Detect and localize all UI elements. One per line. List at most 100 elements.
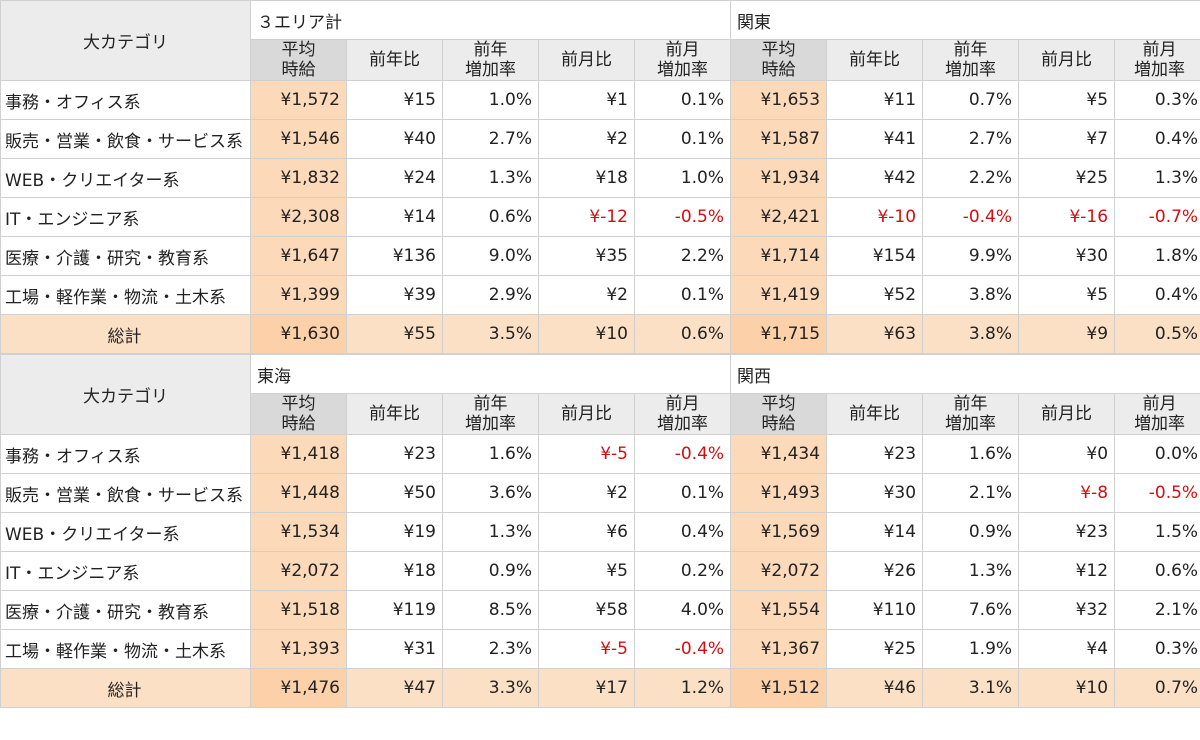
total-value-yoy: ¥63 — [826, 314, 924, 354]
value-cell-yoy: ¥52 — [826, 275, 924, 315]
col-header-avg-left: 平均 時給 — [250, 39, 347, 81]
value-cell-avg: ¥1,399 — [250, 275, 347, 315]
value-cell-yoy_rate: 2.1% — [922, 473, 1020, 513]
value-cell-mom: ¥6 — [538, 512, 635, 552]
value-cell-yoy: ¥14 — [826, 512, 924, 552]
value-cell-mom_rate: 0.4% — [633, 512, 732, 552]
col-header-yoy_rate-left: 前年 増加率 — [442, 393, 539, 435]
total-value-mom: ¥10 — [538, 314, 635, 354]
value-cell-mom: ¥7 — [1018, 119, 1116, 159]
col-header-mom_rate-right: 前月 増加率 — [1114, 39, 1200, 81]
value-cell-yoy_rate: 1.6% — [442, 434, 539, 474]
value-cell-yoy: ¥11 — [826, 80, 924, 120]
col-header-yoy_rate-right: 前年 増加率 — [922, 393, 1020, 435]
value-cell-mom_rate: -0.4% — [633, 629, 732, 669]
value-cell-mom_rate: 0.4% — [1114, 119, 1200, 159]
category-header: 大カテゴリ — [0, 354, 251, 435]
value-cell-avg: ¥1,587 — [730, 119, 828, 159]
value-cell-avg: ¥1,448 — [250, 473, 347, 513]
value-cell-mom: ¥0 — [1018, 434, 1116, 474]
category-cell: WEB・クリエイター系 — [0, 158, 251, 198]
value-cell-avg: ¥1,653 — [730, 80, 828, 120]
value-cell-mom_rate: 0.6% — [1114, 551, 1200, 591]
col-header-line: 増加率 — [1134, 414, 1186, 434]
col-header-line: 前月 — [1142, 394, 1177, 415]
region-label-right: 関西 — [730, 354, 1200, 394]
total-label: 総計 — [0, 314, 251, 354]
col-header-yoy-left: 前年比 — [346, 39, 443, 81]
category-cell: 医療・介護・研究・教育系 — [0, 590, 251, 630]
value-cell-yoy_rate: 1.3% — [922, 551, 1020, 591]
region-label-left: ３エリア計 — [249, 0, 732, 40]
value-cell-yoy_rate: 2.9% — [442, 275, 539, 315]
total-value-yoy_rate: 3.8% — [922, 314, 1020, 354]
col-header-text: 前年比 — [369, 404, 420, 424]
value-cell-mom_rate: -0.4% — [633, 434, 732, 474]
total-value-mom: ¥17 — [538, 668, 635, 708]
total-row: 総計 ¥1,630 ¥55 3.5% ¥10 0.6% ¥1,715 ¥63 3.8% ¥9 0.5… — [0, 314, 1200, 354]
value-cell-mom_rate: 1.5% — [1114, 512, 1200, 552]
value-cell-yoy: ¥39 — [346, 275, 443, 315]
value-cell-avg: ¥1,418 — [250, 434, 347, 474]
value-cell-yoy: ¥25 — [826, 629, 924, 669]
value-cell-mom: ¥2 — [538, 275, 635, 315]
value-cell-yoy_rate: 0.9% — [922, 512, 1020, 552]
category-cell: 事務・オフィス系 — [0, 434, 251, 474]
total-value-yoy_rate: 3.5% — [442, 314, 539, 354]
value-cell-yoy_rate: 3.6% — [442, 473, 539, 513]
value-cell-yoy_rate: 7.6% — [922, 590, 1020, 630]
total-value-mom: ¥9 — [1018, 314, 1116, 354]
value-cell-mom_rate: 0.1% — [633, 119, 732, 159]
col-header-avg-right: 平均 時給 — [730, 393, 828, 435]
value-cell-yoy: ¥136 — [346, 236, 443, 276]
col-header-line: 前年 — [473, 394, 508, 415]
value-cell-yoy_rate: 1.3% — [442, 512, 539, 552]
col-header-text: 前月比 — [561, 50, 612, 70]
value-cell-avg: ¥1,832 — [250, 158, 347, 198]
value-cell-avg: ¥2,308 — [250, 197, 347, 237]
table-row: 医療・介護・研究・教育系 ¥1,647 ¥136 9.0% ¥35 2.2% ¥1,714 ¥… — [0, 236, 1200, 276]
table-row: 販売・営業・飲食・サービス系 ¥1,448 ¥50 3.6% ¥2 0.1% ¥1,493 ¥… — [0, 473, 1200, 513]
table-row: WEB・クリエイター系 ¥1,832 ¥24 1.3% ¥18 1.0% ¥1,934 ¥42… — [0, 158, 1200, 198]
table-row: 販売・営業・飲食・サービス系 ¥1,546 ¥40 2.7% ¥2 0.1% ¥1,587 ¥… — [0, 119, 1200, 159]
value-cell-yoy_rate: 0.6% — [442, 197, 539, 237]
category-cell: IT・エンジニア系 — [0, 551, 251, 591]
col-header-line: 増加率 — [1134, 60, 1186, 80]
col-header-mom-left: 前月比 — [538, 39, 635, 81]
total-label: 総計 — [0, 668, 251, 708]
col-header-mom_rate-left: 前月 増加率 — [633, 39, 732, 81]
value-cell-yoy: ¥110 — [826, 590, 924, 630]
value-cell-mom: ¥25 — [1018, 158, 1116, 198]
value-cell-avg: ¥1,572 — [250, 80, 347, 120]
value-cell-mom_rate: 2.1% — [1114, 590, 1200, 630]
col-header-line: 時給 — [761, 60, 796, 80]
value-cell-mom: ¥12 — [1018, 551, 1116, 591]
value-cell-yoy_rate: 2.3% — [442, 629, 539, 669]
value-cell-mom: ¥35 — [538, 236, 635, 276]
column-header-row: 平均 時給 前年比 前年 増加率 前月比 前月 増加率 平均 時給 前年比 前年 増加率 前月比 前月 増加率 — [1, 39, 1200, 81]
col-header-line: 時給 — [281, 414, 316, 434]
value-cell-yoy: ¥-10 — [826, 197, 924, 237]
col-header-line: 増加率 — [945, 414, 997, 434]
region-header-row: 大カテゴリ 東海 関西 — [0, 354, 1200, 435]
value-cell-mom_rate: 1.0% — [633, 158, 732, 198]
wage-table-container: 大カテゴリ ３エリア計 関東 平均 時給 前年比 前年 増加率 前月比 前月 増加率 平均 時給 前年比前… — [0, 0, 1200, 708]
value-cell-yoy: ¥23 — [826, 434, 924, 474]
value-cell-yoy: ¥24 — [346, 158, 443, 198]
value-cell-avg: ¥1,554 — [730, 590, 828, 630]
category-cell: 医療・介護・研究・教育系 — [0, 236, 251, 276]
value-cell-yoy: ¥19 — [346, 512, 443, 552]
col-header-mom-left: 前月比 — [538, 393, 635, 435]
value-cell-yoy: ¥41 — [826, 119, 924, 159]
value-cell-mom_rate: 1.3% — [1114, 158, 1200, 198]
value-cell-avg: ¥1,493 — [730, 473, 828, 513]
value-cell-yoy: ¥50 — [346, 473, 443, 513]
table-row: 事務・オフィス系 ¥1,572 ¥15 1.0% ¥1 0.1% ¥1,653 ¥11 0.7%… — [0, 80, 1200, 120]
value-cell-mom_rate: -0.7% — [1114, 197, 1200, 237]
total-value-yoy_rate: 3.3% — [442, 668, 539, 708]
category-cell: 販売・営業・飲食・サービス系 — [0, 473, 251, 513]
value-cell-yoy_rate: 1.3% — [442, 158, 539, 198]
value-cell-mom: ¥4 — [1018, 629, 1116, 669]
value-cell-yoy_rate: 0.7% — [922, 80, 1020, 120]
value-cell-mom: ¥5 — [1018, 80, 1116, 120]
